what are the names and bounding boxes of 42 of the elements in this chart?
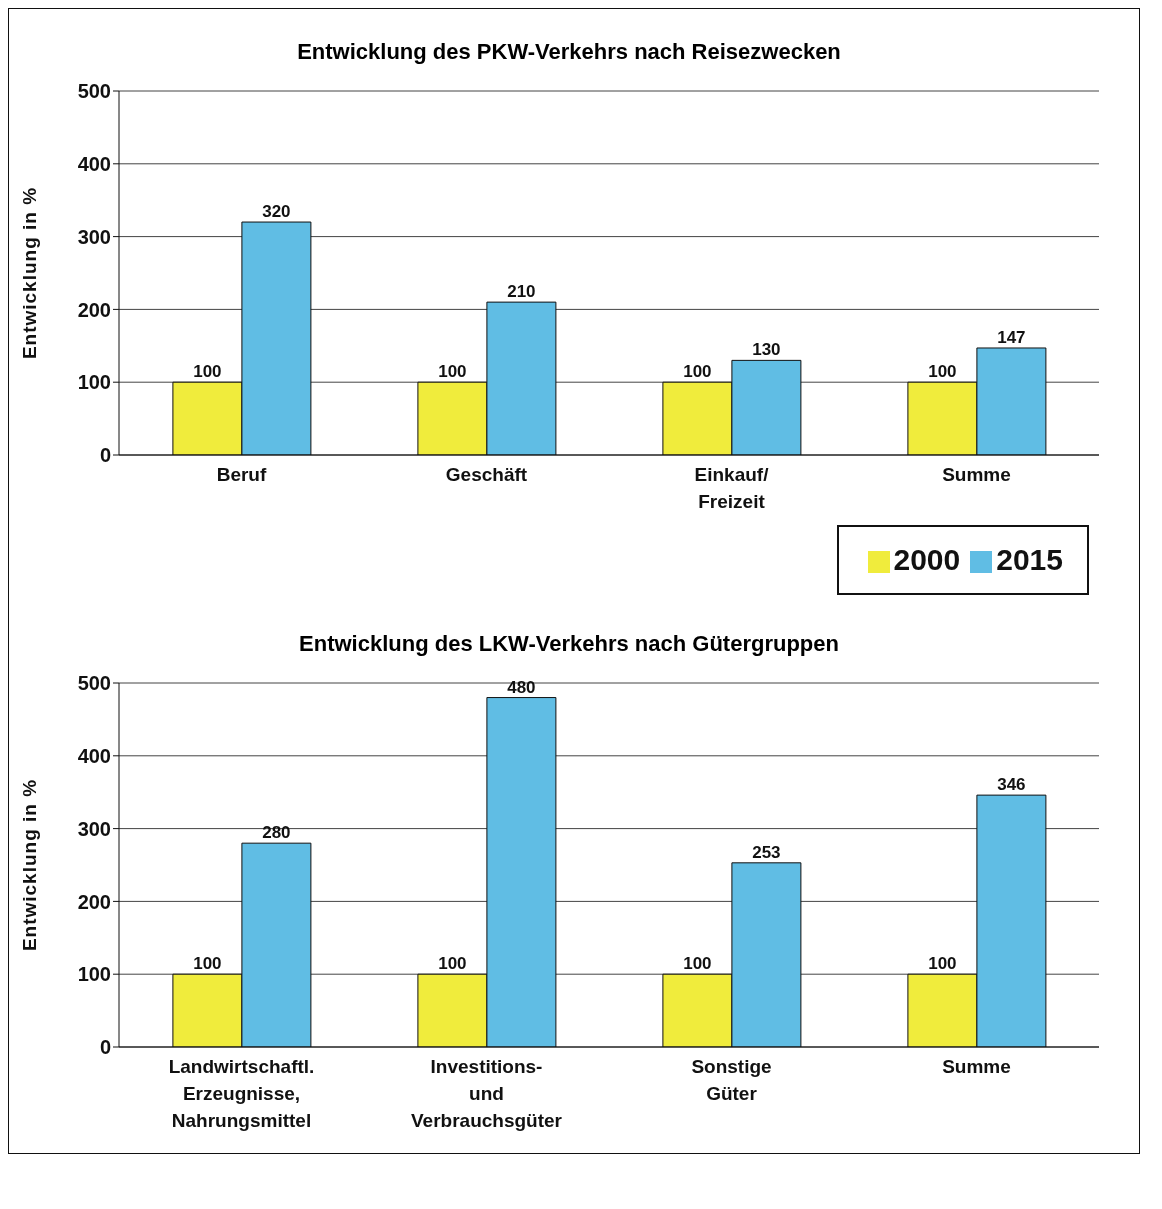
- chart-title: Entwicklung des PKW-Verkehrs nach Reisezwecken: [296, 38, 842, 66]
- y-tick-label: 100: [77, 371, 111, 394]
- data-label: 320: [262, 202, 291, 222]
- y-tick-label: 500: [77, 672, 111, 695]
- data-label: 147: [997, 327, 1026, 347]
- data-label: 480: [507, 677, 536, 697]
- y-tick-label: 500: [77, 80, 111, 103]
- x-tick-label: Einkauf/ Freizeit: [694, 464, 770, 512]
- data-label: 253: [752, 842, 781, 862]
- x-tick-label: Landwirtschaftl. Erzeugnisse, Nahrungsmittel: [168, 1056, 315, 1131]
- y-axis-title: Entwicklung in %: [18, 186, 40, 360]
- y-tick-label: 300: [77, 225, 111, 248]
- x-tick-label: Summe: [942, 464, 1011, 485]
- x-tick-label: Investitions- und Verbrauchsgüter: [411, 1056, 563, 1131]
- y-tick-label: 400: [77, 152, 111, 175]
- y-tick-label: 400: [77, 744, 111, 767]
- data-label: 100: [683, 362, 712, 382]
- data-label: 130: [752, 340, 781, 360]
- y-tick-label: 100: [77, 963, 111, 986]
- data-label: 100: [438, 362, 467, 382]
- data-label: 100: [193, 954, 222, 974]
- x-tick-label: Summe: [942, 1056, 1011, 1077]
- x-tick-label: Beruf: [216, 464, 267, 485]
- data-label: 280: [262, 823, 291, 843]
- legend-label: 2000: [893, 543, 961, 576]
- data-label: 100: [193, 362, 222, 382]
- y-axis-title: Entwicklung in %: [18, 778, 40, 952]
- data-label: 210: [507, 282, 536, 302]
- y-tick-label: 200: [77, 298, 111, 321]
- y-tick-label: 200: [77, 890, 111, 913]
- data-label: 100: [683, 954, 712, 974]
- y-tick-label: 0: [99, 1036, 111, 1059]
- data-label: 100: [928, 362, 957, 382]
- data-label: 100: [438, 954, 467, 974]
- data-label: 100: [928, 954, 957, 974]
- legend-label: 2015: [996, 543, 1063, 576]
- x-tick-label: Sonstige Güter: [691, 1056, 772, 1104]
- y-tick-label: 300: [77, 817, 111, 840]
- x-tick-label: Geschäft: [445, 464, 528, 485]
- chart-title: Entwicklung des LKW-Verkehrs nach Gütergruppen: [298, 630, 840, 658]
- data-label: 346: [997, 775, 1026, 795]
- y-tick-label: 0: [99, 444, 111, 467]
